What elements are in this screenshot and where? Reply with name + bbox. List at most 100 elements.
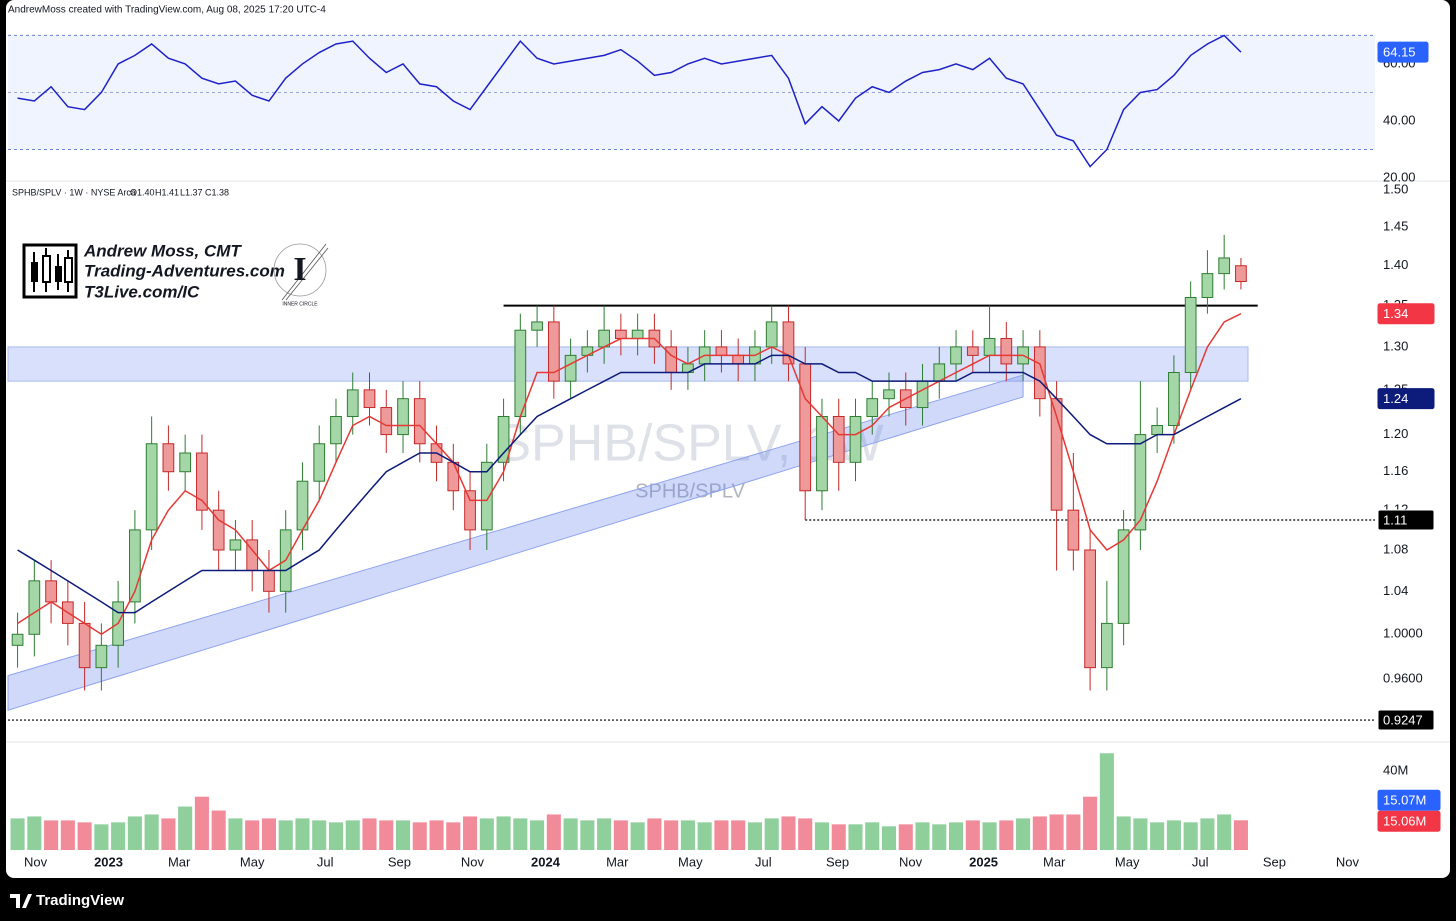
volume-bar: [530, 820, 545, 850]
y-tick-label: 1.40: [1383, 257, 1408, 272]
volume-bar: [580, 820, 595, 850]
candle-body: [1235, 265, 1247, 283]
volume-bar: [111, 822, 126, 850]
x-tick-label: Jul: [755, 854, 772, 869]
volume-bar: [127, 816, 142, 850]
y-tick-label: 0.9600: [1383, 670, 1423, 685]
author-logo: Andrew Moss, CMT Trading-Adventures.com …: [22, 241, 329, 307]
volume-bar: [194, 796, 209, 850]
footer-logo: TradingView: [10, 892, 124, 909]
candle-body: [11, 633, 24, 646]
candle-body: [799, 363, 812, 492]
volume-bar: [798, 818, 813, 850]
volume-bar: [764, 818, 779, 850]
axis-badge-label: 0.9247: [1383, 712, 1423, 727]
candle-body: [950, 346, 962, 365]
volume-bar: [546, 814, 561, 850]
axis-badge: [1377, 709, 1435, 731]
candle-body: [883, 389, 895, 400]
volume-bar: [731, 820, 746, 850]
volume-bar: [664, 820, 679, 850]
volume-bar: [999, 820, 1014, 850]
axis-badge: [1377, 789, 1441, 811]
candle-body: [983, 338, 996, 356]
volume-bar: [278, 820, 293, 850]
volume-bar: [597, 818, 612, 850]
y-tick-label: 1.0000: [1383, 626, 1423, 641]
volume-bar: [680, 820, 695, 850]
candle-body: [1184, 296, 1197, 373]
candle-body: [1134, 434, 1147, 531]
volume-bar: [295, 818, 310, 850]
volume-bar: [513, 818, 528, 850]
x-tick-label: May: [678, 854, 703, 869]
volume-bar: [814, 822, 830, 850]
candle-body: [447, 461, 460, 492]
volume-bar: [1099, 753, 1114, 850]
candle-body: [765, 321, 778, 348]
candle-body: [531, 321, 543, 331]
volume-bar: [881, 826, 897, 850]
tv-icon: [10, 894, 32, 908]
candle-body: [95, 644, 108, 669]
volume-bar: [613, 820, 628, 850]
volume-bar: [865, 822, 880, 850]
candle-body: [1000, 338, 1013, 365]
volume-bar: [412, 822, 427, 850]
legend-ohlc: H1.41: [155, 187, 179, 197]
ic-circle: [273, 243, 327, 297]
candle-body: [715, 346, 728, 356]
axis-badge-label: 15.07M: [1383, 793, 1426, 808]
volume-bar: [161, 818, 176, 850]
rsi-band-fill: [8, 35, 1375, 150]
candle-body: [547, 321, 560, 382]
header: AndrewMoss created with TradingView.com,…: [8, 5, 326, 16]
logo-line: Andrew Moss, CMT: [83, 241, 242, 260]
y-tick-label: 1.30: [1383, 338, 1408, 353]
volume-bar: [463, 816, 478, 850]
x-tick-label: 2023: [94, 854, 123, 869]
volume-bar: [1116, 816, 1131, 850]
candle-body: [1101, 622, 1113, 669]
x-tick-label: Jul: [1192, 854, 1209, 869]
volume-bar: [932, 824, 947, 850]
candle-body: [816, 415, 828, 492]
axis-badge: [1377, 303, 1435, 325]
volume-bar: [915, 822, 930, 850]
y-tick-label: 1.16: [1383, 463, 1408, 478]
axis-badge: [1377, 388, 1435, 410]
volume-bar: [982, 822, 997, 850]
legend-ohlc: L1.37: [180, 187, 203, 197]
candle-body: [263, 569, 275, 592]
volume-bar: [362, 818, 377, 850]
logo-body: [55, 266, 62, 282]
volume-bar: [144, 814, 159, 850]
candle-body: [330, 415, 342, 445]
volume-bar: [261, 818, 276, 850]
x-tick-label: Nov: [899, 854, 923, 869]
candle-body: [1067, 509, 1080, 551]
candle-body: [212, 509, 225, 551]
channel: [7, 374, 1024, 711]
x-tick-label: Mar: [168, 854, 191, 869]
x-tick-label: Nov: [461, 854, 485, 869]
candle-body: [1084, 549, 1096, 669]
axis-badge-label: 15.06M: [1383, 814, 1426, 829]
x-tick-label: Sep: [388, 854, 411, 869]
candle-body: [363, 389, 376, 409]
candle-body: [397, 398, 409, 436]
y-tick-label: 1.04: [1383, 583, 1408, 598]
candle-body: [615, 329, 627, 340]
volume-bar: [647, 818, 662, 850]
logo-body: [64, 257, 73, 283]
volume-bar: [563, 818, 578, 850]
ic-text: INNER CIRCLE: [282, 301, 318, 307]
rsi-tick-label: 40.00: [1383, 112, 1416, 127]
candle-body: [1151, 424, 1164, 436]
candle-body: [28, 580, 41, 635]
logo-line: Trading-Adventures.com: [84, 261, 285, 280]
volume-bar: [1166, 820, 1181, 850]
ic-letter: I: [293, 251, 306, 288]
volume-bar: [10, 818, 25, 850]
